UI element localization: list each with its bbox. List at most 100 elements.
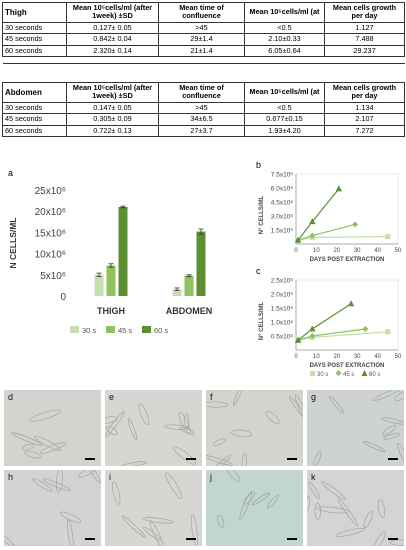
table-row: 45 seconds 0.842± 0.04 29±1.4 2.10±0.33 … [2, 33, 405, 46]
cell-shape [232, 390, 247, 407]
table-row: 60 seconds 2.320± 0.14 21±1.4 6.05±0.64 … [2, 44, 405, 57]
cell-shape [371, 531, 386, 546]
cell-shape [241, 453, 247, 466]
x-category-label: THIGH [97, 306, 125, 316]
cell-shape [32, 478, 53, 492]
legend-label: 30 s [317, 372, 328, 378]
micrograph-g: g [307, 390, 404, 466]
x-tick-label: 20 [333, 248, 340, 254]
micrograph-d: d [4, 390, 101, 466]
table-cell: 1.127 [324, 21, 405, 35]
series-line [297, 188, 340, 241]
table-cell: <0.5 [244, 101, 325, 115]
cell-shape [266, 494, 279, 509]
table-cell: 0.305± 0.09 [66, 113, 159, 126]
cell-shape [105, 416, 118, 424]
row-label: 30 seconds [2, 21, 67, 35]
table-cell: 6.05±0.64 [244, 44, 325, 57]
micrograph-label: d [8, 392, 14, 402]
bar [184, 275, 194, 296]
y-tick-label: 2.0x10⁶ [271, 292, 294, 299]
row-label: 30 seconds [2, 101, 67, 115]
y-tick-label: 0 [60, 292, 66, 303]
y-tick-label: 0.5x10⁶ [271, 334, 294, 341]
micrograph-label: h [8, 472, 14, 482]
cell-shape [389, 539, 404, 546]
table-header: Mean 10⁵cells/ml (at [244, 82, 325, 103]
bar [106, 265, 116, 296]
table-cell: 21±1.4 [158, 44, 245, 57]
bar [196, 231, 206, 296]
x-axis-label: DAYS POST EXTRACTION [310, 257, 385, 263]
cell-shape [314, 502, 321, 520]
cell-shape [21, 443, 35, 451]
x-tick-label: 0 [294, 354, 298, 360]
cell-texture [112, 472, 198, 546]
table-header: Mean time of confluence [158, 2, 245, 23]
scale-bar [186, 458, 196, 460]
data-point [362, 326, 369, 332]
legend-label: 45 s [118, 326, 132, 335]
cell-texture [313, 390, 404, 466]
cell-shape [127, 417, 138, 441]
x-category-label: ABDOMEN [166, 306, 213, 316]
cell-shape [363, 441, 386, 453]
cell-shape [24, 450, 42, 459]
row-label: 60 seconds [2, 124, 67, 137]
cell-shape [316, 506, 349, 514]
cell-shape [337, 498, 359, 527]
cell-shape [78, 470, 95, 478]
plot-frame [295, 173, 399, 245]
cell-shape [335, 528, 365, 537]
cell-shape [85, 470, 101, 483]
y-tick-label: 2.5x10⁶ [271, 278, 294, 285]
micrograph-h: h [4, 470, 101, 546]
y-tick-label: 25x10⁶ [35, 186, 66, 197]
data-point [309, 218, 316, 225]
cell-shape [149, 520, 165, 546]
cell-shape [217, 514, 225, 529]
y-tick-label: 3.0x10⁶ [271, 214, 294, 221]
micrograph-label: g [311, 392, 317, 402]
table-cell: 0.722± 0.13 [66, 124, 159, 137]
table-group-label: Thigh [2, 2, 67, 23]
y-tick-label: 6.0x10⁶ [271, 186, 294, 193]
cell-shape [288, 396, 303, 423]
cell-shape [60, 511, 82, 523]
row-label: 45 seconds [2, 113, 67, 126]
data-point [352, 221, 359, 228]
cell-shape [313, 451, 322, 466]
abdomen-table: Abdomen Mean 10⁵cells/ml (after 1week) ±… [2, 82, 405, 137]
table-cell: >45 [158, 21, 245, 35]
legend-swatch [70, 326, 79, 333]
micrograph-j: j [206, 470, 303, 546]
data-point [309, 325, 316, 332]
cell-shape [165, 472, 183, 500]
cell-shape [239, 490, 253, 520]
cell-shape [371, 390, 402, 402]
table-header: Mean time of confluence [158, 82, 245, 103]
scale-bar [388, 458, 398, 460]
cell-shape [39, 442, 66, 454]
y-axis-label: N° CELLS/ML [259, 301, 265, 340]
cell-shape [29, 409, 62, 422]
cell-shape [207, 455, 231, 466]
bar-chart-cell-counts: 0 5x10⁶ 10x10⁶ 15x10⁶ 20x10⁶ 25x10⁶ N CELLS/ML… [8, 186, 213, 335]
cell-shape [307, 496, 311, 512]
cell-shape [397, 442, 404, 466]
table-header: Mean 10⁵cells/ml (at [244, 2, 325, 23]
cell-shape [251, 492, 271, 506]
table-cell: 34±6.5 [158, 113, 245, 126]
cell-shape [34, 435, 62, 452]
table-cell: 2.107 [324, 113, 405, 126]
cell-shape [67, 519, 74, 546]
table-cell: 29.237 [324, 44, 405, 57]
cell-shape [320, 480, 346, 501]
cell-shape [173, 446, 197, 465]
micrograph-label: e [109, 392, 115, 402]
table-cell: 7.272 [324, 124, 405, 137]
table-cell: <0.5 [244, 21, 325, 35]
panel-label-b: b [256, 160, 262, 170]
x-axis-label: DAYS POST EXTRACTION [310, 363, 385, 369]
table-header: Mean cells growth per day [324, 2, 405, 23]
